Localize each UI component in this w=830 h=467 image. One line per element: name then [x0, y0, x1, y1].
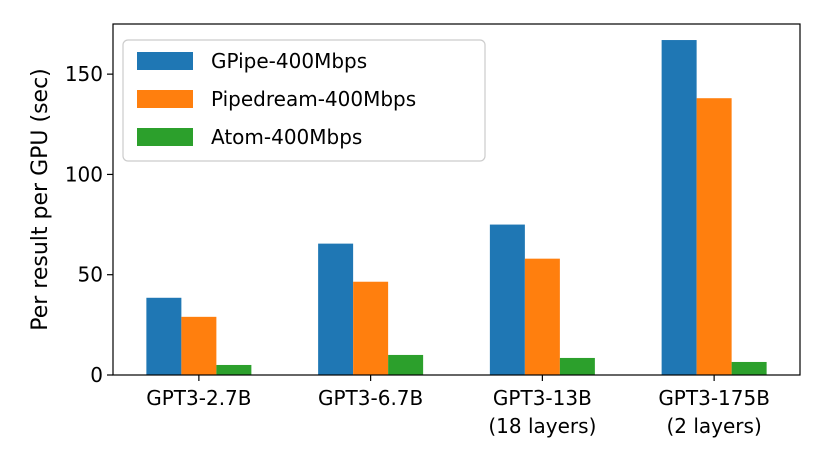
legend-swatch [137, 52, 193, 70]
bar-pipedream-400mbps-2 [524, 258, 560, 375]
bar-pipedream-400mbps-3 [696, 98, 732, 375]
bar-pipedream-400mbps-1 [353, 281, 389, 375]
legend-swatch [137, 90, 193, 108]
legend-label: GPipe-400Mbps [211, 49, 367, 73]
plot-frame [112, 23, 801, 376]
legend-label: Pipedream-400Mbps [211, 87, 416, 111]
bar-gpipe-400mbps-3 [661, 40, 697, 375]
legend-swatch [137, 128, 193, 146]
bar-pipedream-400mbps-0 [181, 316, 217, 375]
bar-atom-400mbps-0 [216, 364, 252, 375]
x-tick-label: GPT3-6.7B [318, 386, 423, 410]
x-tick-label: GPT3-2.7B [146, 386, 251, 410]
y-axis-label: Per result per GPU (sec) [28, 68, 53, 331]
bar-gpipe-400mbps-0 [146, 297, 182, 375]
x-tick-label: GPT3-175B [658, 386, 770, 410]
legend-box [122, 39, 486, 162]
y-tick-label: 150 [65, 62, 103, 86]
bar-gpipe-400mbps-1 [318, 243, 354, 375]
y-axis: 0 50 100 150 [65, 62, 113, 387]
bar-atom-400mbps-2 [559, 357, 595, 375]
x-axis: GPT3-2.7B GPT3-6.7B GPT3-13B (18 layers) GPT… [146, 375, 770, 438]
bar-gpipe-400mbps-2 [489, 224, 525, 375]
y-tick-label: 100 [65, 162, 103, 186]
legend-label: Atom-400Mbps [211, 125, 362, 149]
bar-atom-400mbps-3 [731, 361, 767, 375]
bar-atom-400mbps-1 [388, 354, 424, 375]
bars-group [146, 40, 767, 375]
y-tick-label: 50 [78, 263, 103, 287]
x-tick-label: GPT3-13B [493, 386, 592, 410]
x-tick-label: (2 layers) [666, 414, 761, 438]
x-tick-label: (18 layers) [488, 414, 596, 438]
legend: GPipe-400Mbps Pipedream-400Mbps Atom-400Mb… [122, 39, 486, 162]
y-tick-label: 0 [90, 363, 103, 387]
